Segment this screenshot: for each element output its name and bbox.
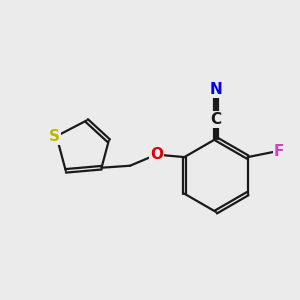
Text: C: C <box>210 112 222 127</box>
Text: O: O <box>150 147 163 162</box>
Text: S: S <box>48 129 59 144</box>
Text: N: N <box>210 82 222 97</box>
Text: F: F <box>274 143 284 158</box>
